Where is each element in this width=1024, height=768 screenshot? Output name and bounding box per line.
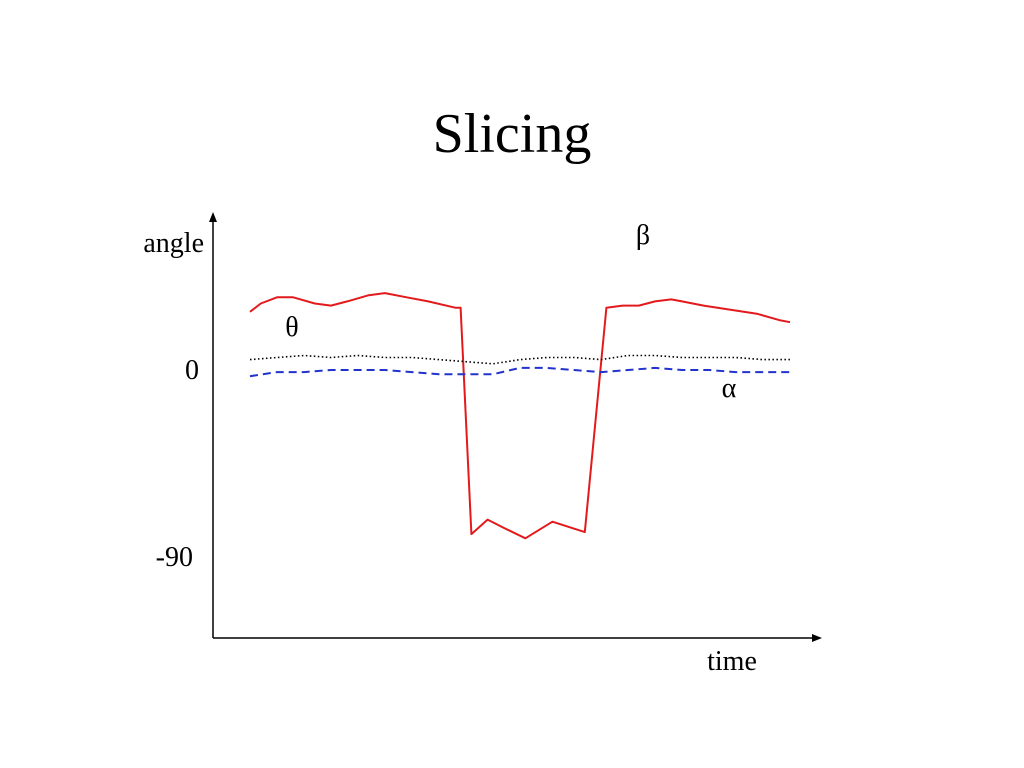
slide-title: Slicing <box>432 103 592 165</box>
x-axis-label: time <box>707 646 757 677</box>
series-label-alpha: α <box>722 373 737 404</box>
y-axis-arrow <box>209 212 217 222</box>
series-theta <box>249 354 790 365</box>
series-layer <box>249 292 791 540</box>
y-tick-label-neg90: -90 <box>156 542 193 573</box>
series-beta <box>249 292 791 540</box>
x-axis-arrow <box>812 634 822 642</box>
axes <box>209 212 822 642</box>
series-label-theta: θ <box>285 312 298 343</box>
y-tick-label-0: 0 <box>185 355 199 386</box>
series-label-beta: β <box>636 220 650 251</box>
y-axis-label: angle <box>143 228 204 259</box>
series-alpha <box>249 366 790 378</box>
